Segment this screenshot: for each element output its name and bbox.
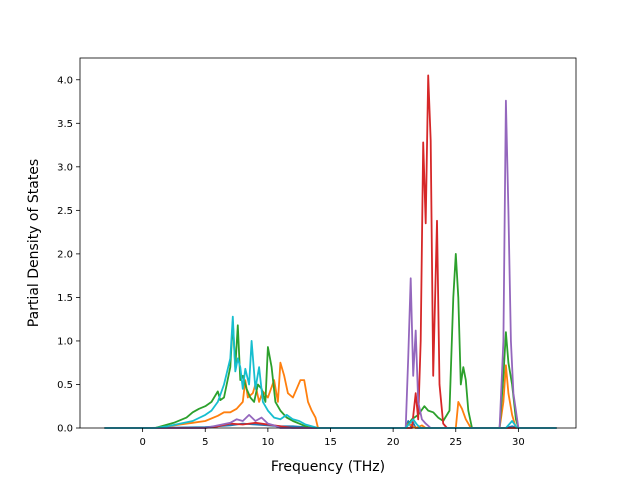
x-axis: 0 5 10 15 20 25 30: [139, 428, 525, 448]
x-tick-label: 25: [449, 437, 462, 448]
y-tick-label: 2.5: [57, 206, 73, 217]
series-line-6: [104, 315, 557, 429]
x-tick-label: 30: [512, 437, 525, 448]
x-tick-label: 15: [324, 437, 337, 448]
y-tick-label: 1.0: [57, 336, 73, 347]
x-tick-label: 5: [202, 437, 208, 448]
y-tick-label: 2.0: [57, 249, 73, 260]
y-axis-label: Partial Density of States: [26, 159, 42, 327]
y-tick-label: 3.0: [57, 162, 73, 173]
x-tick-label: 0: [139, 437, 145, 448]
series-line-4: [104, 74, 557, 429]
x-tick-label: 10: [262, 437, 275, 448]
x-tick-label: 20: [387, 437, 400, 448]
y-tick-label: 0.0: [57, 424, 73, 435]
y-tick-label: 1.5: [57, 293, 73, 304]
series-line-5: [104, 99, 557, 429]
y-tick-label: 0.5: [57, 380, 73, 391]
y-axis: 0.0 0.5 1.0 1.5 2.0 2.5 3.0 3.5 4.0: [57, 75, 80, 435]
x-axis-label: Frequency (THz): [271, 459, 385, 475]
series-layer: [104, 74, 557, 429]
y-tick-label: 3.5: [57, 119, 73, 130]
series-line-2: [104, 361, 557, 429]
plot-frame: [79, 57, 577, 429]
y-tick-label: 4.0: [57, 75, 73, 86]
